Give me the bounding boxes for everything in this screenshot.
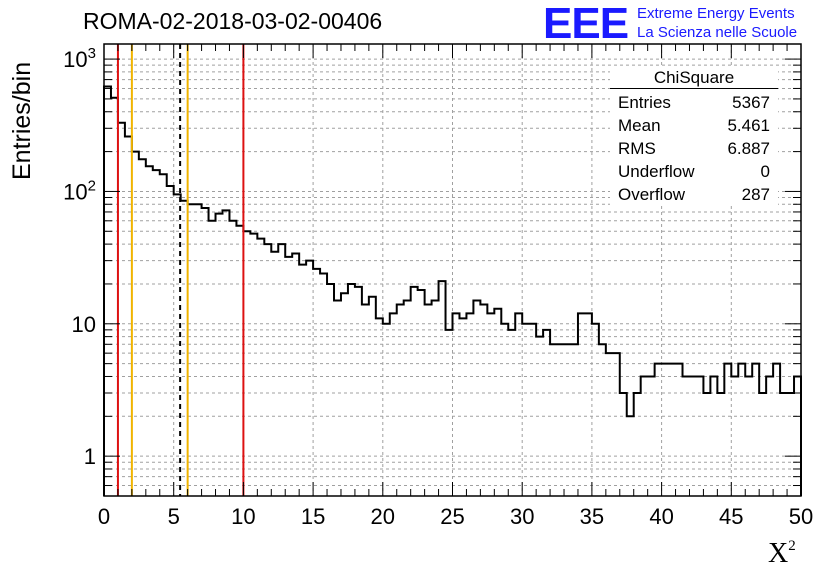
stats-row: Mean 5.461 [610, 114, 778, 137]
stats-value: 5367 [732, 93, 770, 112]
stats-value: 6.887 [727, 139, 770, 158]
x-tick-label: 30 [510, 504, 534, 529]
stats-title: ChiSquare [610, 68, 778, 89]
x-tick-label: 0 [98, 504, 110, 529]
y-tick-label: 103 [63, 45, 96, 72]
stats-row: RMS 6.887 [610, 137, 778, 160]
x-tick-label: 35 [580, 504, 604, 529]
logo-line-2: La Scienza nelle Scuole [637, 24, 798, 41]
stats-row: Entries 5367 [610, 91, 778, 114]
stats-label: Mean [618, 116, 661, 135]
stats-value: 5.461 [727, 116, 770, 135]
stats-row: Overflow 287 [610, 183, 778, 206]
y-tick-label: 102 [63, 177, 96, 204]
x-tick-label: 40 [649, 504, 673, 529]
chart-title: ROMA-02-2018-03-02-00406 [83, 8, 383, 34]
x-axis-label-superscript: 2 [788, 538, 796, 554]
x-axis-label: X2 [768, 538, 796, 570]
stats-label: Overflow [618, 185, 686, 204]
stats-rows: Entries 5367 Mean 5.461 RMS 6.887 Underflow 0 Ov… [610, 91, 778, 206]
eee-logo: EEE [543, 0, 629, 48]
x-tick-label: 5 [168, 504, 180, 529]
x-tick-label: 25 [440, 504, 464, 529]
y-tick-label: 1 [84, 444, 96, 469]
x-tick-label: 20 [371, 504, 395, 529]
x-tick-label: 45 [719, 504, 743, 529]
stats-label: Entries [618, 93, 671, 112]
stats-label: RMS [618, 139, 656, 158]
stats-box: ChiSquare Entries 5367 Mean 5.461 RMS 6.887 Un… [610, 68, 778, 206]
x-axis-label-main: X [768, 538, 789, 569]
x-tick-label: 15 [301, 504, 325, 529]
stats-value: 287 [741, 185, 770, 204]
stats-row: Underflow 0 [610, 160, 778, 183]
y-tick-label: 10 [72, 312, 96, 337]
stats-label: Underflow [618, 162, 695, 181]
x-tick-label: 10 [231, 504, 255, 529]
stats-value: 0 [760, 162, 770, 181]
x-tick-label: 50 [789, 504, 813, 529]
histogram-series [103, 85, 802, 496]
logo-line-1: Extreme Energy Events [637, 5, 795, 22]
